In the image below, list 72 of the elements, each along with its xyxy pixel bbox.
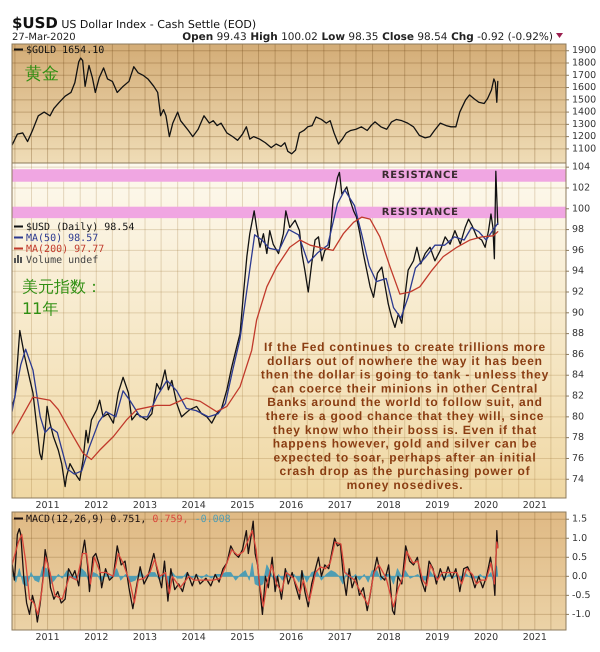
legend-label: MA(50) 98.57 bbox=[26, 233, 98, 244]
legend-label: $USD (Daily) 98.54 bbox=[26, 222, 134, 233]
y-tick-label: 84 bbox=[572, 370, 584, 381]
y-tick-label: 74 bbox=[572, 474, 584, 485]
text: -0.008 bbox=[194, 514, 231, 525]
x-tick-label: 2014 bbox=[182, 632, 206, 643]
x-tick-label: 2021 bbox=[522, 632, 547, 643]
x-tick-label: 2015 bbox=[230, 500, 255, 511]
x-tick-label: 2012 bbox=[84, 632, 108, 643]
annotation: 11年 bbox=[22, 299, 58, 318]
x-tick-label: 2012 bbox=[84, 500, 108, 511]
text: 0.759, bbox=[152, 514, 189, 525]
y-tick-label: 104 bbox=[572, 162, 590, 173]
y-tick-label: 82 bbox=[572, 390, 584, 402]
y-tick-label: 88 bbox=[572, 328, 584, 340]
y-tick-label: 86 bbox=[572, 348, 584, 360]
y-tick-label: 80 bbox=[572, 411, 584, 422]
y-tick-label: 90 bbox=[572, 307, 584, 318]
text: If the Fed continues to create trillions more dollars out of nowhere the way it has been then the dollar is going to tank - unless they can coerce their minions in other Central Banks around the world to follow suit, and there is a good chance that they will, since they know who their boss is. Even if that happens however, gold and silver can be expected to soar, perhaps after an initial crash drop as the purchasing power of money nosedives. bbox=[260, 340, 550, 492]
y-tick-label: -0.5 bbox=[572, 590, 591, 601]
chart-title: $USD US Dollar Index - Cash Settle (EOD) bbox=[12, 14, 256, 32]
x-tick-label: 2013 bbox=[132, 632, 158, 643]
y-tick-label: 1.5 bbox=[572, 514, 588, 525]
y-tick-label: 78 bbox=[572, 432, 584, 444]
x-tick-label: 2019 bbox=[425, 632, 450, 643]
x-tick-label: 2017 bbox=[328, 500, 352, 511]
annotation: Volume undef bbox=[26, 255, 98, 266]
x-tick-label: 2013 bbox=[132, 500, 158, 511]
y-tick-label: 1900 bbox=[572, 45, 596, 56]
x-tick-label: 2021 bbox=[522, 500, 547, 511]
legend-label: MA(200) 97.77 bbox=[26, 244, 104, 255]
text: Open 99.43 High 100.02 Low 98.35 Close 98.54 Chg -0.92 (-0.92%) bbox=[182, 31, 553, 43]
y-tick-label: 100 bbox=[572, 203, 590, 214]
x-tick-label: 2018 bbox=[376, 632, 401, 643]
x-tick-label: 2018 bbox=[376, 500, 401, 511]
x-tick-label: 2016 bbox=[279, 632, 304, 643]
y-tick-label: 1700 bbox=[572, 70, 596, 81]
x-tick-label: 2014 bbox=[182, 500, 206, 511]
line-series bbox=[12, 57, 498, 154]
y-tick-label: 1200 bbox=[572, 131, 596, 142]
legend-label: MACD(12,26,9) 0.751, bbox=[26, 514, 146, 525]
y-tick-label: 76 bbox=[572, 452, 584, 464]
x-tick-label: 2015 bbox=[230, 632, 255, 643]
y-tick-label: 0.0 bbox=[572, 570, 588, 582]
y-tick-label: 98 bbox=[572, 224, 584, 236]
y-tick-label: 96 bbox=[572, 244, 584, 256]
y-tick-label: 1600 bbox=[572, 82, 596, 94]
band-label: RESISTANCE bbox=[382, 170, 459, 181]
y-tick-label: 102 bbox=[572, 182, 590, 194]
x-tick-label: 2019 bbox=[425, 500, 450, 511]
annotation: 黄金 bbox=[25, 64, 59, 84]
y-tick-label: 1400 bbox=[572, 106, 596, 118]
legend-label: $GOLD 1654.10 bbox=[26, 45, 104, 56]
x-tick-label: 2020 bbox=[474, 500, 498, 511]
x-tick-label: 2016 bbox=[279, 500, 304, 511]
chart-subtitle: 27-Mar-2020 bbox=[12, 32, 76, 43]
x-tick-label: 2011 bbox=[35, 500, 60, 511]
y-tick-label: 1100 bbox=[572, 143, 596, 154]
annotation: 美元指数： bbox=[22, 277, 102, 296]
x-tick-label: 2011 bbox=[35, 632, 60, 643]
y-tick-label: 92 bbox=[572, 286, 584, 298]
band-label: RESISTANCE bbox=[382, 206, 459, 218]
x-tick-label: 2017 bbox=[328, 632, 352, 643]
y-tick-label: 1300 bbox=[572, 118, 596, 130]
y-tick-label: 1.0 bbox=[572, 532, 588, 544]
y-tick-label: 0.5 bbox=[572, 552, 588, 563]
y-tick-label: 94 bbox=[572, 266, 584, 277]
line-series bbox=[12, 530, 498, 616]
x-tick-label: 2020 bbox=[474, 632, 498, 643]
y-tick-label: 1500 bbox=[572, 94, 596, 106]
y-tick-label: -1.0 bbox=[572, 608, 591, 620]
y-tick-label: 1800 bbox=[572, 58, 596, 69]
